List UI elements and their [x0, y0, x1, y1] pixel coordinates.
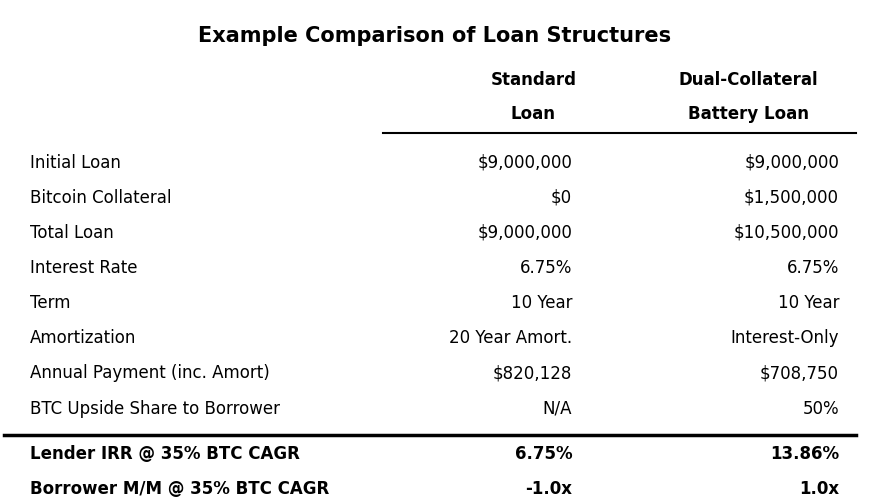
Text: $9,000,000: $9,000,000	[477, 154, 572, 172]
Text: BTC Upside Share to Borrower: BTC Upside Share to Borrower	[30, 399, 280, 417]
Text: Initial Loan: Initial Loan	[30, 154, 121, 172]
Text: 6.75%: 6.75%	[520, 259, 572, 277]
Text: $1,500,000: $1,500,000	[744, 189, 839, 207]
Text: Battery Loan: Battery Loan	[688, 105, 809, 123]
Text: 50%: 50%	[802, 399, 839, 417]
Text: Lender IRR @ 35% BTC CAGR: Lender IRR @ 35% BTC CAGR	[30, 445, 300, 463]
Text: Loan: Loan	[511, 105, 556, 123]
Text: Interest-Only: Interest-Only	[731, 329, 839, 347]
Text: $708,750: $708,750	[760, 364, 839, 382]
Text: Dual-Collateral: Dual-Collateral	[679, 71, 819, 89]
Text: Amortization: Amortization	[30, 329, 136, 347]
Text: Borrower M/M @ 35% BTC CAGR: Borrower M/M @ 35% BTC CAGR	[30, 480, 329, 498]
Text: N/A: N/A	[543, 399, 572, 417]
Text: 20 Year Amort.: 20 Year Amort.	[449, 329, 572, 347]
Text: $9,000,000: $9,000,000	[477, 224, 572, 242]
Text: 13.86%: 13.86%	[770, 445, 839, 463]
Text: $0: $0	[551, 189, 572, 207]
Text: Total Loan: Total Loan	[30, 224, 114, 242]
Text: 6.75%: 6.75%	[514, 445, 572, 463]
Text: 10 Year: 10 Year	[511, 294, 572, 312]
Text: Interest Rate: Interest Rate	[30, 259, 137, 277]
Text: Annual Payment (inc. Amort): Annual Payment (inc. Amort)	[30, 364, 269, 382]
Text: Example Comparison of Loan Structures: Example Comparison of Loan Structures	[198, 26, 671, 46]
Text: Standard: Standard	[490, 71, 576, 89]
Text: Bitcoin Collateral: Bitcoin Collateral	[30, 189, 171, 207]
Text: -1.0x: -1.0x	[525, 480, 572, 498]
Text: $820,128: $820,128	[493, 364, 572, 382]
Text: 10 Year: 10 Year	[778, 294, 839, 312]
Text: 6.75%: 6.75%	[786, 259, 839, 277]
Text: Term: Term	[30, 294, 70, 312]
Text: $9,000,000: $9,000,000	[744, 154, 839, 172]
Text: 1.0x: 1.0x	[799, 480, 839, 498]
Text: $10,500,000: $10,500,000	[733, 224, 839, 242]
